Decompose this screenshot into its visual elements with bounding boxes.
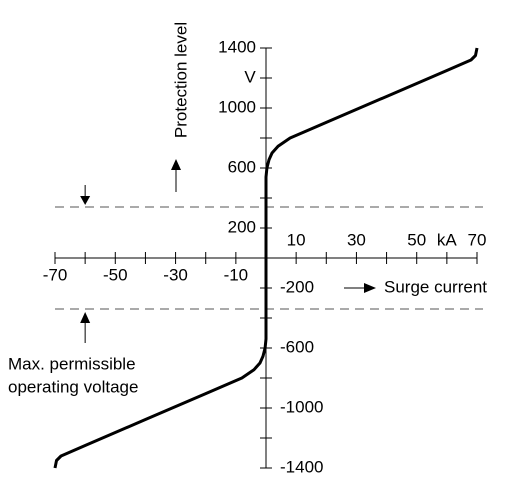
x-tick-label: 50	[407, 230, 426, 249]
y-tick-label: 1400	[218, 37, 256, 56]
x-tick-label: -50	[103, 265, 128, 284]
y-tick-label: 1000	[218, 97, 256, 116]
x-unit: kA	[437, 230, 458, 249]
y-tick-label: -1400	[280, 457, 323, 476]
curve	[53, 47, 479, 469]
annotation: Max. permissible	[8, 354, 136, 373]
y-unit: V	[244, 67, 256, 86]
x-tick-label: 30	[347, 230, 366, 249]
y-axis-label: Protection level	[171, 22, 190, 138]
y-tick-label: 600	[228, 157, 256, 176]
y-tick-label: 200	[228, 217, 256, 236]
x-tick-label: -70	[43, 265, 68, 284]
x-tick-label: 10	[287, 230, 306, 249]
annotation: operating voltage	[8, 377, 138, 396]
arrow-head	[364, 283, 376, 293]
x-axis-label: Surge current	[384, 277, 487, 296]
x-tick-label: -10	[224, 265, 249, 284]
y-tick-label: -1000	[280, 397, 323, 416]
arrow-head	[80, 196, 91, 205]
x-tick-label: 70	[468, 230, 487, 249]
y-tick-label: -600	[280, 337, 314, 356]
x-tick-label: -30	[163, 265, 188, 284]
arrow-head	[171, 159, 181, 170]
arrow-head	[80, 312, 91, 323]
y-tick-label: -200	[280, 277, 314, 296]
